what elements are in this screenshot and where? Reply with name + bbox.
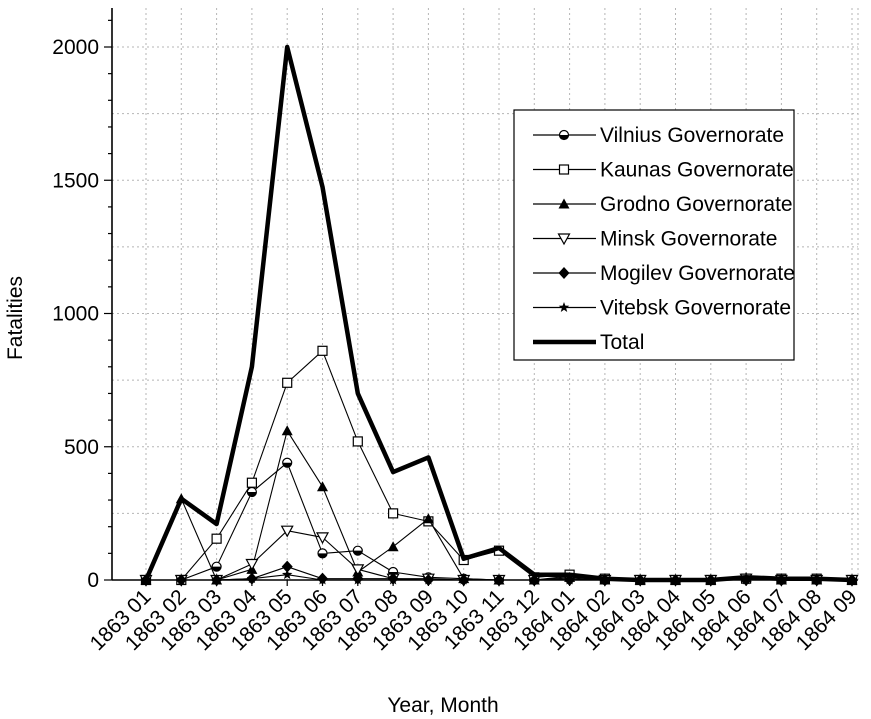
data-point-vitebsk-governorate [246,573,258,584]
legend-label: Vitebsk Governorate [600,297,791,320]
series-line-total [143,44,853,583]
y-axis-title: Fatalities [4,276,27,360]
data-point-vilnius-governorate [246,486,257,498]
data-point-kaunas-governorate [317,345,328,356]
data-point-vitebsk-governorate [352,574,364,585]
data-point-grodno-governorate [281,425,293,436]
legend-label: Minsk Governorate [600,228,777,251]
data-point-kaunas-governorate [282,377,293,388]
legend-label: Total [600,331,644,354]
data-point-kaunas-governorate [388,508,399,519]
legend-item-vitebsk-governorate: Vitebsk Governorate [533,297,791,320]
data-point-vitebsk-governorate [211,574,222,585]
y-tick-label: 2000 [52,36,99,59]
legend-item-total: Total [533,331,644,354]
data-point-vitebsk-governorate [493,574,505,585]
data-point-kaunas-governorate [246,477,257,488]
y-tick-label: 1000 [52,303,99,326]
data-point-vilnius-governorate [211,561,222,572]
legend-marker [558,302,570,312]
data-point-vitebsk-governorate [564,574,575,585]
data-point-minsk-governorate [351,564,365,577]
data-point-minsk-governorate [280,525,294,538]
data-point-kaunas-governorate [352,436,363,447]
data-point-vilnius-governorate [282,457,293,468]
data-point-vilnius-governorate [352,545,363,556]
data-point-vitebsk-governorate [387,574,399,585]
legend-item-kaunas-governorate: Kaunas Governorate [533,159,794,182]
legend-item-minsk-governorate: Minsk Governorate [533,228,777,251]
data-point-kaunas-governorate [211,533,222,544]
legend: Vilnius Governorate Kaunas Governorate Gro… [513,109,795,361]
plot-area [139,44,859,587]
legend-marker [558,267,570,279]
data-point-vilnius-governorate [317,548,328,559]
data-point-vitebsk-governorate [317,574,328,585]
legend-label: Vilnius Governorate [600,124,784,147]
y-tick-label: 1500 [52,169,99,192]
legend-marker [558,129,570,141]
legend-label: Mogilev Governorate [600,262,795,285]
y-axis-ticks: 0 500 1000 1500 2000 [52,36,99,592]
data-point-grodno-governorate [317,481,328,492]
legend-item-grodno-governorate: Grodno Governorate [533,193,793,216]
legend-label: Kaunas Governorate [600,159,794,182]
y-tick-label: 0 [87,569,99,592]
data-point-vitebsk-governorate [458,574,469,585]
legend-marker [558,164,570,175]
data-point-grodno-governorate [387,541,399,552]
data-point-vitebsk-governorate [176,574,187,585]
data-point-vitebsk-governorate [281,569,293,580]
legend-marker [558,198,570,209]
data-point-minsk-governorate [315,532,330,545]
data-point-vitebsk-governorate [529,574,540,585]
x-axis-title: Year, Month [387,694,498,717]
data-point-minsk-governorate [245,558,259,571]
legend-item-mogilev-governorate: Mogilev Governorate [533,262,795,285]
y-tick-label: 500 [64,436,99,459]
legend-item-vilnius-governorate: Vilnius Governorate [533,124,784,147]
data-point-grodno-governorate [422,513,434,524]
data-point-mogilev-governorate [281,560,293,573]
legend-label: Grodno Governorate [600,193,793,216]
data-point-vitebsk-governorate [423,574,434,585]
legend-marker [557,233,571,246]
